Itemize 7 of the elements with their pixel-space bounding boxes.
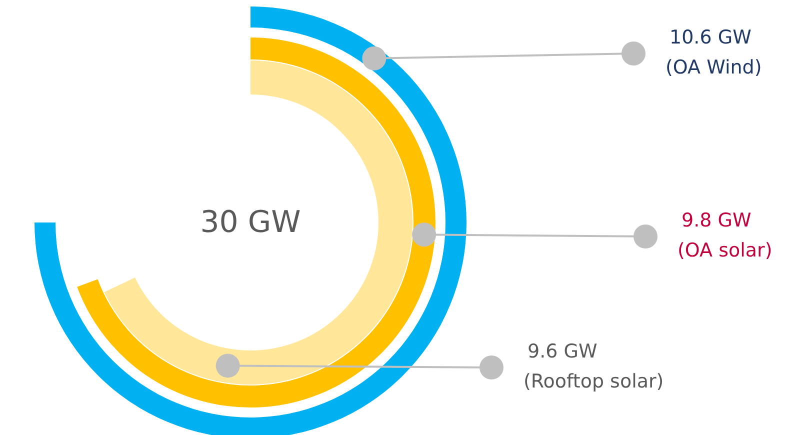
data-label: 9.8 GW [682,210,752,232]
category-label: (Rooftop solar) [524,370,664,392]
category-label: (OA solar) [678,240,772,262]
text: 30 GW [200,205,301,240]
data-label: 9.6 GW [528,340,598,362]
data-label: 10.6 GW [670,26,752,48]
category-label: (OA Wind) [666,56,762,78]
